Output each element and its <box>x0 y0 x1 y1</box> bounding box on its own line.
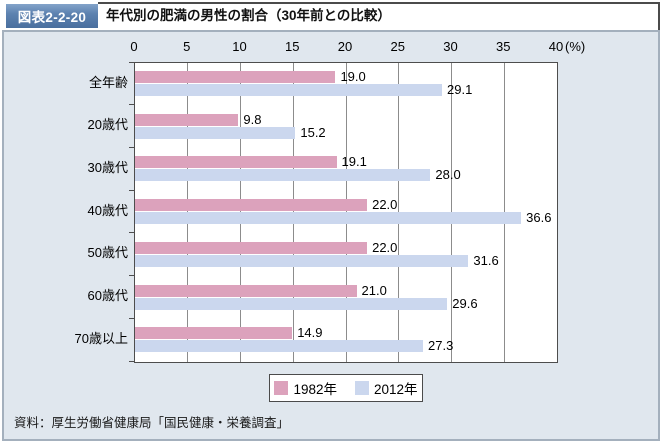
category-tick <box>129 61 134 63</box>
x-tick-label: 0 <box>130 39 138 54</box>
plot-area: 19.0 29.1 9.8 15.2 19.1 28.0 22.0 36.6 22.0 31.6 2… <box>134 62 558 363</box>
category-label: 50歳代 <box>87 245 128 261</box>
value-label: 15.2 <box>300 124 326 140</box>
bar-1982 <box>135 113 239 126</box>
value-label: 31.6 <box>473 252 499 268</box>
x-tick-label: 25 <box>390 39 405 54</box>
value-label: 19.1 <box>341 154 367 170</box>
source-note: 資料：厚生労働省健康局「国民健康・栄養調査」 <box>14 416 290 430</box>
bar-1982 <box>135 327 293 340</box>
x-tick-label: 10 <box>232 39 247 54</box>
value-label: 14.9 <box>297 325 323 341</box>
x-tick-label: 30 <box>443 39 458 54</box>
header-rule-right <box>658 2 660 30</box>
bar-1982 <box>135 284 357 297</box>
bar-2012 <box>135 84 442 96</box>
bar-1982 <box>135 156 337 169</box>
category-tick <box>129 317 134 319</box>
figure-number-badge: 図表2-2-20 <box>6 4 98 28</box>
category-tick <box>129 232 134 234</box>
value-label: 36.6 <box>526 210 552 226</box>
header-rule-top <box>98 2 660 4</box>
legend-label: 2012年 <box>374 382 418 397</box>
value-label: 22.0 <box>372 197 398 213</box>
category-label: 全年齢 <box>88 74 128 90</box>
value-label: 27.3 <box>428 338 454 354</box>
value-label: 29.6 <box>452 295 478 311</box>
category-label: 70歳以上 <box>74 330 128 346</box>
category-tick <box>129 146 134 148</box>
x-tick-label: 15 <box>285 39 300 54</box>
legend: 1982年 2012年 <box>269 374 423 402</box>
value-label: 29.1 <box>447 82 473 97</box>
bar-2012 <box>135 254 469 267</box>
value-label: 22.0 <box>372 239 398 255</box>
category-tick <box>129 360 134 362</box>
legend-swatch-1982 <box>274 381 289 395</box>
x-tick-label: 35 <box>496 39 511 54</box>
bar-2012 <box>135 212 522 225</box>
bar-1982 <box>135 71 336 83</box>
category-label: 30歳代 <box>87 159 128 175</box>
legend-item: 1982年 <box>274 378 337 398</box>
legend-swatch-2012 <box>355 381 369 395</box>
category-tick <box>129 189 134 191</box>
legend-label: 1982年 <box>293 382 337 397</box>
legend-item: 2012年 <box>355 378 418 398</box>
bar-2012 <box>135 126 296 139</box>
category-label: 60歳代 <box>87 288 128 304</box>
category-label: 40歳代 <box>87 202 128 218</box>
category-tick <box>129 104 134 106</box>
bar-1982 <box>135 241 368 254</box>
value-label: 9.8 <box>243 111 262 127</box>
category-label: 20歳代 <box>87 117 128 133</box>
value-label: 21.0 <box>361 282 387 298</box>
bar-2012 <box>135 169 431 182</box>
value-label: 28.0 <box>435 167 461 183</box>
bar-1982 <box>135 199 368 212</box>
x-tick-label: 40 <box>548 39 564 54</box>
x-axis-unit-label: (%) <box>565 39 586 54</box>
bar-2012 <box>135 340 423 353</box>
value-label: 19.0 <box>340 69 366 84</box>
figure-title: 年代別の肥満の男性の割合（30年前との比較） <box>106 8 391 23</box>
x-tick-label: 20 <box>337 39 353 54</box>
bar-2012 <box>135 297 448 310</box>
x-tick-label: 5 <box>183 39 191 54</box>
category-tick <box>129 275 134 277</box>
